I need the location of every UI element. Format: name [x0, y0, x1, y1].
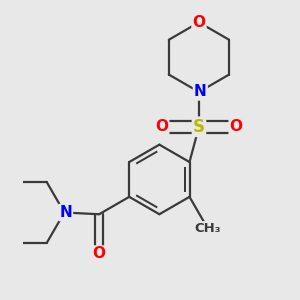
Text: O: O	[193, 15, 206, 30]
Text: O: O	[230, 119, 243, 134]
Text: N: N	[59, 205, 72, 220]
Text: O: O	[93, 247, 106, 262]
Text: CH₃: CH₃	[194, 222, 220, 235]
Text: N: N	[194, 85, 207, 100]
Text: O: O	[155, 119, 168, 134]
Text: S: S	[193, 118, 205, 136]
